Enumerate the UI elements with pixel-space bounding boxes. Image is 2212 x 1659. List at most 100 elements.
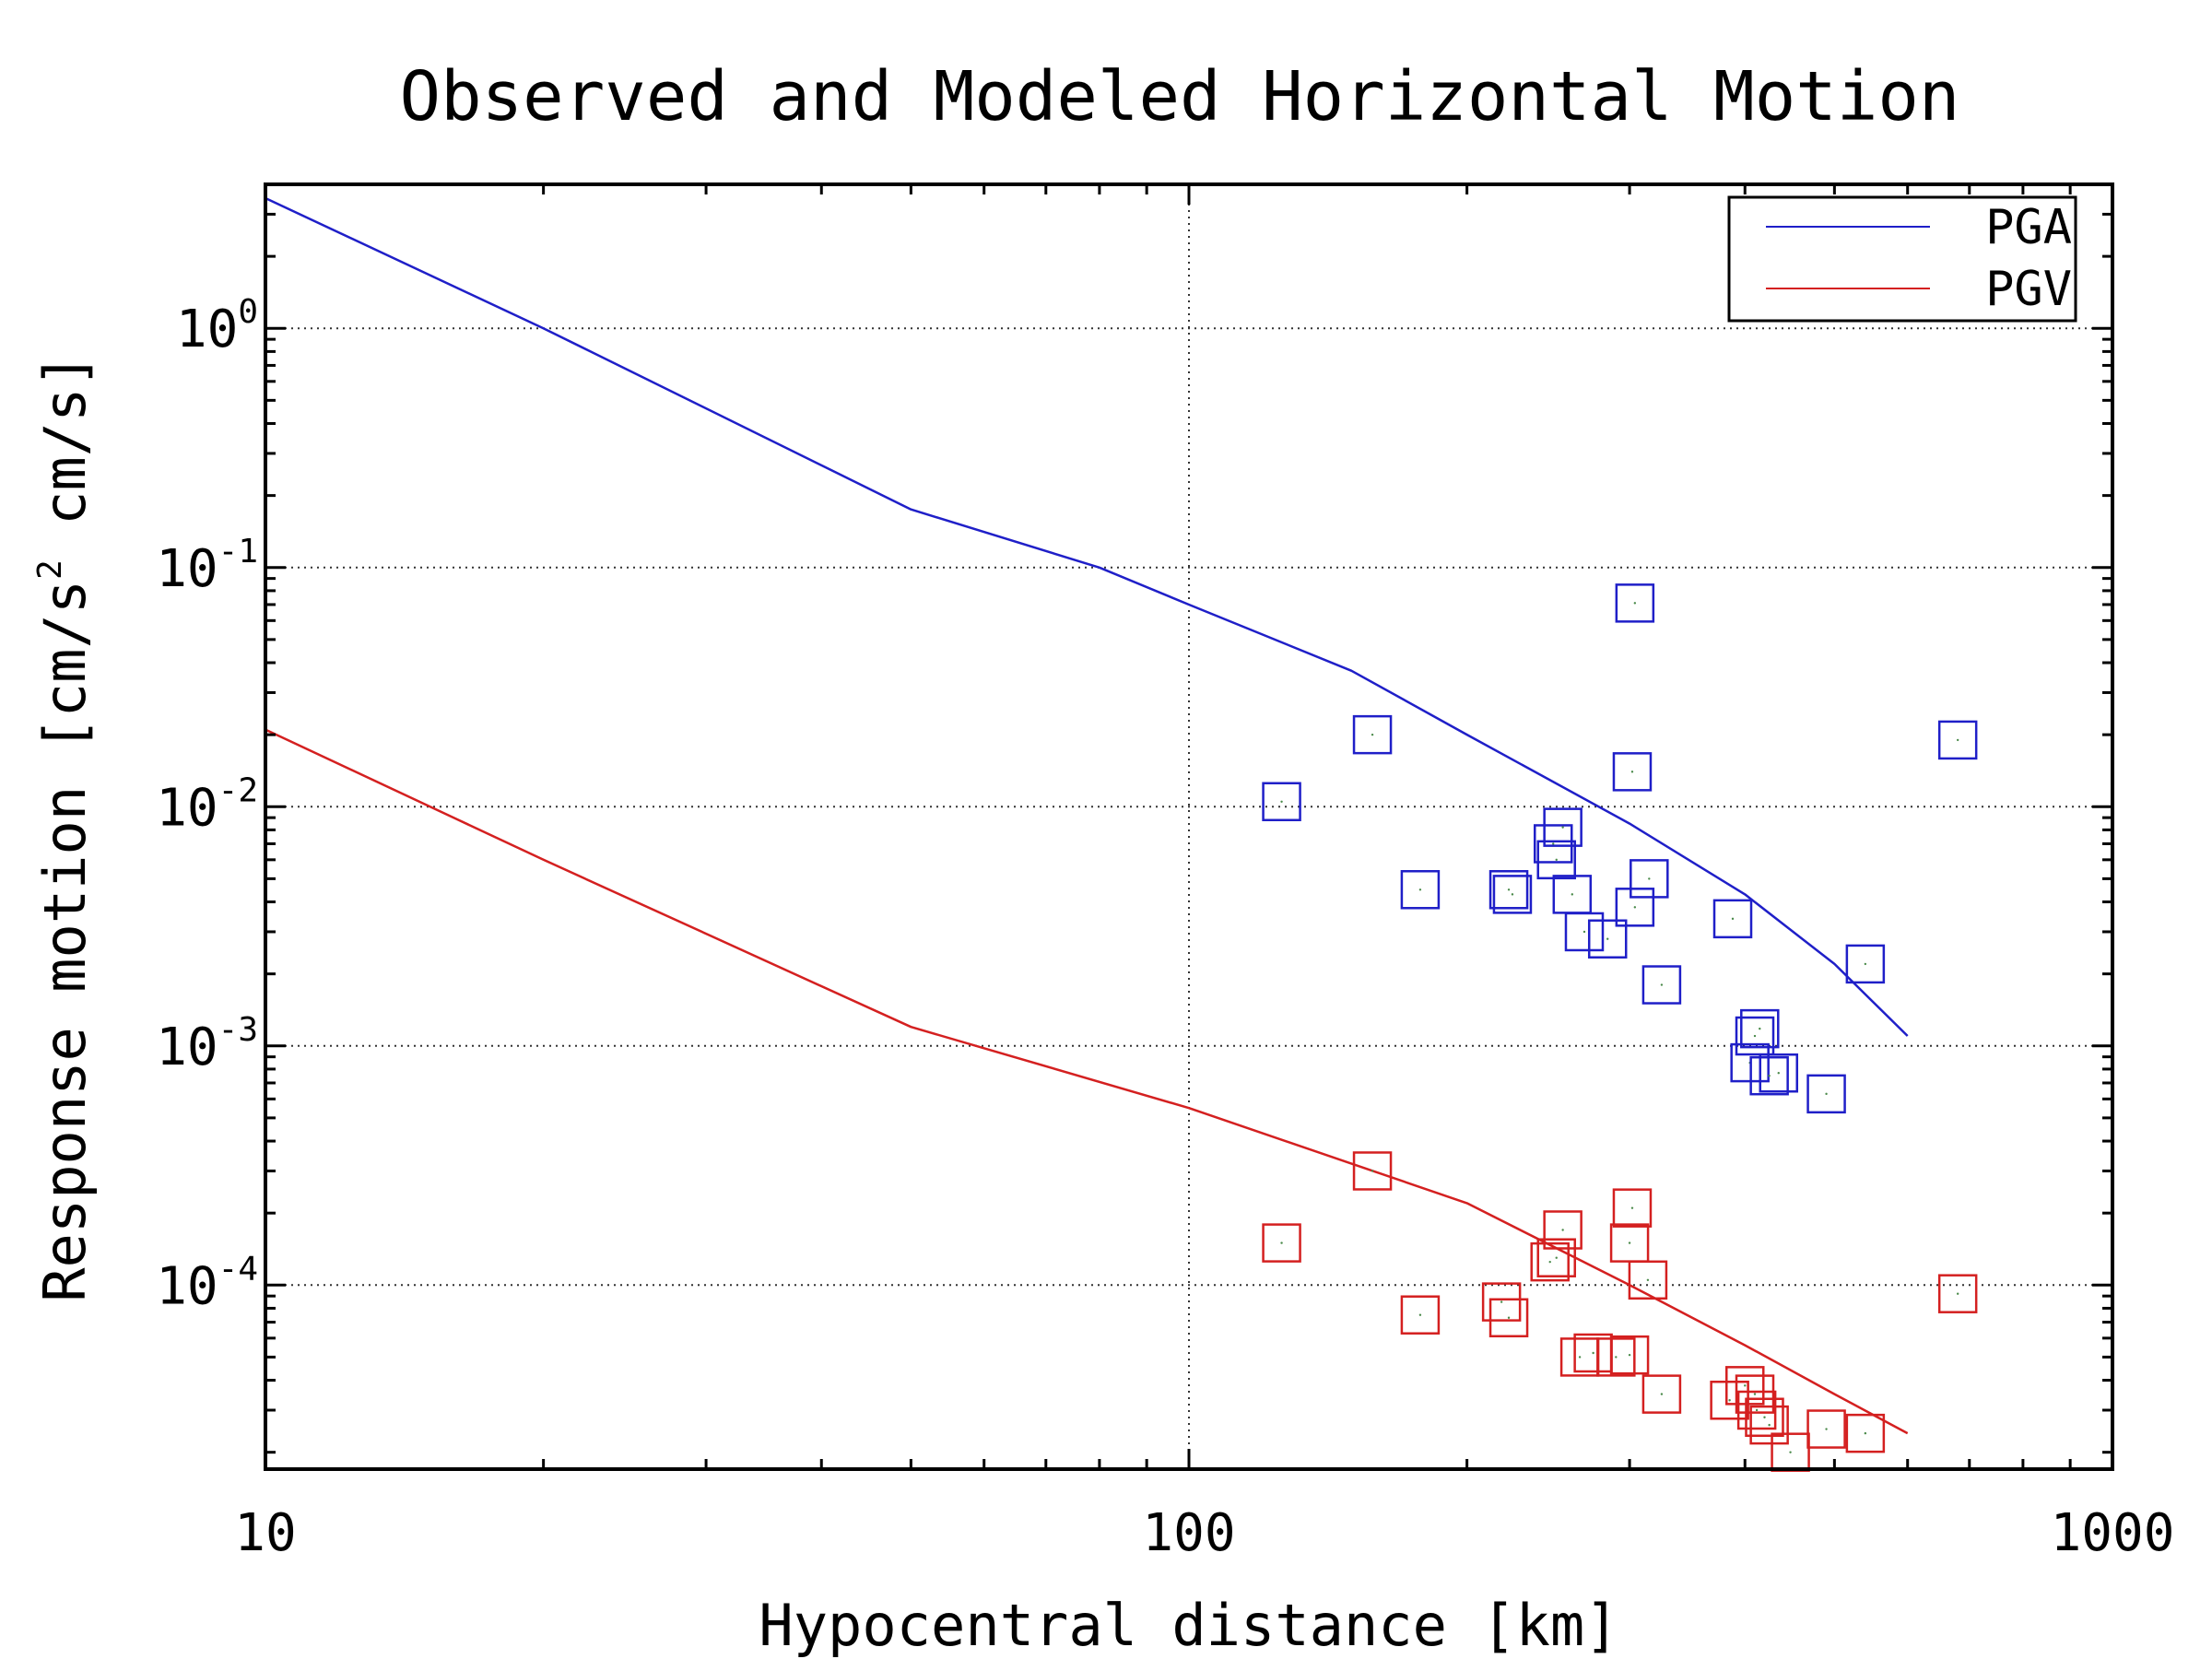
pga-observed-point-center	[1507, 888, 1511, 891]
pga-observed-point	[1400, 870, 1441, 910]
pga-observed-point-center	[1768, 1075, 1771, 1077]
pga-observed-point	[1845, 944, 1886, 984]
pga-observed-point	[1612, 752, 1653, 792]
pgv-observed-point	[1262, 1223, 1301, 1263]
pgv-observed-point	[1352, 1151, 1393, 1191]
pgv-observed-point	[1628, 1260, 1668, 1300]
pga-observed-point-center	[1606, 937, 1609, 940]
pga-observed-point-center	[1956, 738, 1959, 742]
pga-observed-point	[1630, 859, 1669, 899]
pgv-observed-point	[1530, 1241, 1570, 1282]
pga-observed-point-center	[1561, 826, 1564, 829]
pgv-observed-point-center	[1763, 1416, 1766, 1418]
y-axis-label-superscript: 2	[31, 559, 69, 580]
pga-observed-point-center	[1633, 602, 1637, 605]
pgv-observed-point	[1488, 1298, 1529, 1338]
pga-observed-point	[1564, 912, 1605, 952]
pga-observed-point-center	[1418, 888, 1422, 891]
pgv-observed-point-center	[1371, 1170, 1374, 1172]
pgv-observed-point	[1749, 1405, 1789, 1445]
x-tick-label: 100	[1142, 1503, 1235, 1563]
pga-observed-point	[1488, 870, 1529, 910]
pga-observed-point	[1615, 888, 1655, 927]
pgv-observed-point-center	[1646, 1278, 1650, 1281]
pga-observed-point-center	[1660, 983, 1664, 986]
pgv-observed-point	[1481, 1282, 1522, 1322]
pgv-observed-point-center	[1500, 1300, 1503, 1303]
pgv-observed-point	[1735, 1374, 1775, 1414]
x-tick-labels: 10 100 1000	[234, 1503, 2174, 1563]
pgv-observed-point-center	[1561, 1229, 1564, 1231]
pga-observed-point-center	[1555, 858, 1558, 862]
pga-observed-point	[1749, 1055, 1789, 1096]
pgv-observed-point	[1596, 1337, 1636, 1377]
pga-observed-point-center	[1511, 893, 1514, 896]
pga-observed-point	[1262, 782, 1301, 822]
pgv-observed-point-center	[1768, 1423, 1771, 1427]
pga-observed-point	[1740, 1008, 1780, 1049]
pgv-observed-point	[1609, 1335, 1650, 1375]
pgv-observed-point	[1937, 1274, 1978, 1313]
y-tick-labels: 100 10-1 10-2 10-3 10-4	[156, 293, 258, 1316]
pga-observed-point-center	[1731, 917, 1735, 921]
pga-observed-point-center	[1630, 771, 1634, 773]
pgv-observed-point	[1845, 1413, 1886, 1453]
y-tick-label: 100	[176, 293, 258, 359]
pgv-observed-point	[1536, 1238, 1576, 1277]
pga-observed-point-center	[1864, 962, 1867, 966]
y-tick-label: 10-2	[156, 771, 258, 838]
pga-observed-point-center	[1280, 800, 1283, 803]
pgv-observed-point	[1543, 1210, 1583, 1250]
pgv-observed-point-center	[1615, 1356, 1618, 1359]
pga-observed-point	[1587, 919, 1628, 959]
x-axis-label: Hypocentral distance [km]	[759, 1592, 1618, 1659]
axis-ticks	[264, 182, 2112, 1469]
pgv-observed-point-center	[1592, 1351, 1594, 1355]
pgv-observed-point	[1400, 1295, 1441, 1335]
legend-pga-label: PGA	[1985, 200, 2072, 255]
pgv-observed-point-center	[1825, 1428, 1828, 1430]
pgv-observed-point-center	[1507, 1316, 1511, 1319]
pga-observed-point-center	[1753, 1034, 1757, 1038]
pga-observed-point-center	[1648, 877, 1651, 880]
legend-pgv-label: PGV	[1985, 262, 2072, 317]
pga-observed-point-center	[1552, 842, 1555, 845]
pgv-observed-point-center	[1555, 1256, 1558, 1259]
pgv-observed-point	[1641, 1374, 1682, 1414]
pgv-observed-point-center	[1753, 1393, 1757, 1395]
pga-observed-point-center	[1571, 893, 1574, 896]
pgv-observed-point-center	[1728, 1399, 1731, 1402]
y-axis-label-main: Response motion [cm/s	[31, 580, 99, 1302]
pgv-observed-point-center	[1628, 1241, 1631, 1244]
pgv-observed-point-center	[1578, 1356, 1582, 1359]
pga-observed-point	[1759, 1053, 1799, 1093]
pga-observed-point	[1352, 714, 1393, 755]
pga-observed-point	[1937, 720, 1978, 760]
pga-observed-point	[1735, 1016, 1775, 1056]
series-layer	[265, 196, 1978, 1472]
pga-observed-point	[1533, 824, 1573, 864]
pgv-observed-point-center	[1789, 1451, 1792, 1453]
pga-observed-point-center	[1583, 930, 1586, 934]
pgv-observed-point-center	[1660, 1393, 1664, 1395]
pgv-line	[265, 728, 1909, 1435]
pga-observed-point	[1536, 840, 1576, 880]
pga-observed-point	[1492, 875, 1533, 914]
y-tick-label: 10-3	[156, 1011, 258, 1077]
legend-box	[1727, 195, 2077, 323]
pga-observed-point	[1615, 583, 1655, 623]
pga-observed-point	[1806, 1074, 1846, 1114]
pgv-observed-point-center	[1628, 1353, 1631, 1357]
chart-title: Observed and Modeled Horizontal Motion	[400, 57, 1960, 136]
y-axis-label: Response motion [cm/s2 cm/s]	[31, 353, 99, 1302]
pga-observed-point	[1712, 899, 1753, 939]
pgv-observed-point-center	[1864, 1431, 1867, 1435]
x-tick-label: 10	[234, 1503, 296, 1563]
pgv-observed-point-center	[1418, 1313, 1422, 1316]
x-tick-label: 1000	[2051, 1503, 2175, 1563]
pgv-observed-point	[1745, 1397, 1784, 1438]
pga-observed-point-center	[1759, 1027, 1761, 1030]
pga-observed-point	[1641, 965, 1682, 1005]
pgv-observed-point-center	[1548, 1260, 1551, 1264]
